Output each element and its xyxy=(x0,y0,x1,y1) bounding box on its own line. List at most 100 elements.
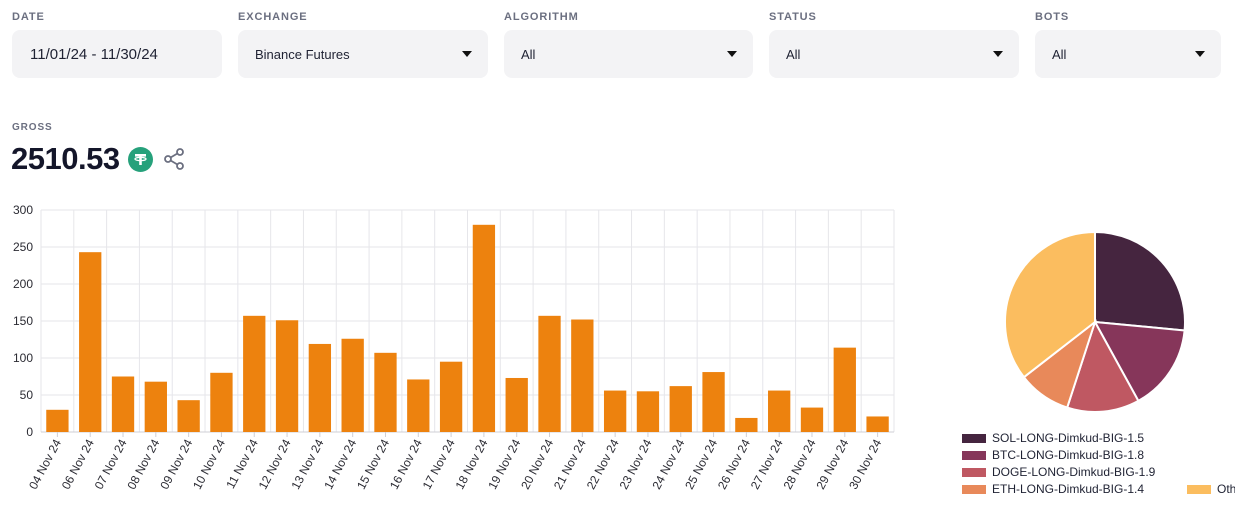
x-tick-label: 19 Nov 24 xyxy=(485,437,523,492)
bar[interactable] xyxy=(702,372,725,432)
legend-swatch xyxy=(962,467,986,477)
legend-swatch xyxy=(962,450,986,460)
chevron-down-icon xyxy=(462,51,472,57)
legend-item[interactable]: ETH-LONG-Dimkud-BIG-1.4 xyxy=(962,481,1144,497)
pie-slice[interactable] xyxy=(1004,230,1096,379)
filter-bar: DATE 11/01/24 - 11/30/24 EXCHANGE Binanc… xyxy=(0,0,1235,80)
y-tick-label: 200 xyxy=(13,277,33,291)
legend-swatch xyxy=(962,484,986,494)
x-tick-label: 22 Nov 24 xyxy=(584,437,622,492)
pie-slice[interactable] xyxy=(1065,319,1140,413)
x-tick-label: 09 Nov 24 xyxy=(157,437,195,492)
x-tick-label: 16 Nov 24 xyxy=(387,437,425,492)
bar[interactable] xyxy=(603,390,627,432)
legend-item[interactable]: Others xyxy=(1187,481,1235,497)
bar[interactable] xyxy=(833,347,856,432)
exchange-select-value: Binance Futures xyxy=(255,46,350,62)
bots-filter: BOTS All xyxy=(1035,10,1221,78)
bar[interactable] xyxy=(177,400,200,432)
x-tick-label: 29 Nov 24 xyxy=(813,437,851,492)
status-select[interactable]: All xyxy=(769,30,1019,78)
bar[interactable] xyxy=(505,377,528,432)
exchange-filter-label: EXCHANGE xyxy=(238,11,308,23)
date-range-picker[interactable]: 11/01/24 - 11/30/24 xyxy=(12,30,222,78)
bar[interactable] xyxy=(669,386,692,432)
legend-item[interactable]: DOGE-LONG-Dimkud-BIG-1.9 xyxy=(962,464,1155,480)
bar[interactable] xyxy=(243,315,266,432)
x-tick-label: 15 Nov 24 xyxy=(354,437,392,492)
exchange-select[interactable]: Binance Futures xyxy=(238,30,488,78)
bar[interactable] xyxy=(407,379,430,432)
bar[interactable] xyxy=(768,390,791,432)
algorithm-filter: ALGORITHM All xyxy=(504,10,753,78)
bar[interactable] xyxy=(800,407,824,432)
legend-label: Others xyxy=(1217,482,1235,496)
y-tick-label: 150 xyxy=(13,314,33,328)
bar[interactable] xyxy=(111,376,135,433)
bar[interactable] xyxy=(374,352,397,432)
x-tick-label: 18 Nov 24 xyxy=(453,437,491,492)
bar[interactable] xyxy=(144,381,167,432)
chevron-down-icon xyxy=(727,51,737,57)
bar[interactable] xyxy=(275,320,299,432)
pie-slice[interactable] xyxy=(1093,320,1186,403)
algorithm-filter-label: ALGORITHM xyxy=(504,11,579,23)
x-tick-label: 27 Nov 24 xyxy=(748,437,786,492)
bots-select[interactable]: All xyxy=(1035,30,1221,78)
legend-label: ETH-LONG-Dimkud-BIG-1.4 xyxy=(992,482,1145,496)
bar[interactable] xyxy=(538,315,561,432)
date-filter-label: DATE xyxy=(12,11,45,23)
bar[interactable] xyxy=(308,343,332,432)
bar[interactable] xyxy=(79,252,102,432)
legend-item[interactable]: BTC-LONG-Dimkud-BIG-1.8 xyxy=(962,447,1144,463)
bar[interactable] xyxy=(341,338,364,432)
legend-swatch xyxy=(1187,484,1211,494)
tether-icon xyxy=(127,146,153,172)
x-tick-label: 30 Nov 24 xyxy=(846,437,884,492)
share-icon[interactable] xyxy=(162,147,186,171)
y-tick-label: 100 xyxy=(13,351,33,365)
status-filter: STATUS All xyxy=(769,10,1019,78)
date-filter: DATE 11/01/24 - 11/30/24 xyxy=(12,10,222,78)
algorithm-select-value: All xyxy=(521,46,536,62)
date-range-value: 11/01/24 - 11/30/24 xyxy=(30,45,158,63)
y-tick-label: 300 xyxy=(13,203,33,217)
y-tick-label: 50 xyxy=(20,388,34,402)
x-tick-label: 07 Nov 24 xyxy=(92,437,130,492)
legend-label: DOGE-LONG-Dimkud-BIG-1.9 xyxy=(992,465,1156,479)
bar[interactable] xyxy=(735,417,758,432)
x-tick-label: 13 Nov 24 xyxy=(288,437,326,492)
x-tick-label: 06 Nov 24 xyxy=(59,437,97,492)
x-tick-label: 04 Nov 24 xyxy=(26,437,64,492)
x-tick-label: 20 Nov 24 xyxy=(518,437,556,492)
bar[interactable] xyxy=(866,416,889,432)
x-tick-label: 21 Nov 24 xyxy=(551,437,589,492)
bar[interactable] xyxy=(636,391,660,432)
bar[interactable] xyxy=(472,224,496,432)
bar[interactable] xyxy=(210,372,233,432)
x-tick-label: 17 Nov 24 xyxy=(420,437,458,492)
chevron-down-icon xyxy=(993,51,1003,57)
bots-filter-label: BOTS xyxy=(1035,11,1070,23)
status-filter-label: STATUS xyxy=(769,11,817,23)
exchange-filter: EXCHANGE Binance Futures xyxy=(238,10,488,78)
gross-value: 2510.53 xyxy=(11,141,120,176)
bar[interactable] xyxy=(571,319,594,432)
x-tick-label: 14 Nov 24 xyxy=(321,437,359,492)
bar[interactable] xyxy=(46,409,69,432)
chevron-down-icon xyxy=(1195,51,1205,57)
legend-swatch xyxy=(962,433,986,443)
bot-share-pie-chart xyxy=(1004,230,1186,413)
pie-slice[interactable] xyxy=(1094,230,1186,332)
x-tick-label: 11 Nov 24 xyxy=(223,437,261,491)
gross-summary: 2510.53 xyxy=(11,140,186,178)
legend-item[interactable]: SOL-LONG-Dimkud-BIG-1.5 xyxy=(962,430,1144,446)
algorithm-select[interactable]: All xyxy=(504,30,753,78)
x-tick-label: 24 Nov 24 xyxy=(649,437,687,492)
x-tick-label: 28 Nov 24 xyxy=(781,437,819,492)
status-select-value: All xyxy=(786,46,801,62)
bar[interactable] xyxy=(439,361,463,432)
x-tick-label: 26 Nov 24 xyxy=(715,437,753,492)
x-tick-label: 25 Nov 24 xyxy=(682,437,720,492)
